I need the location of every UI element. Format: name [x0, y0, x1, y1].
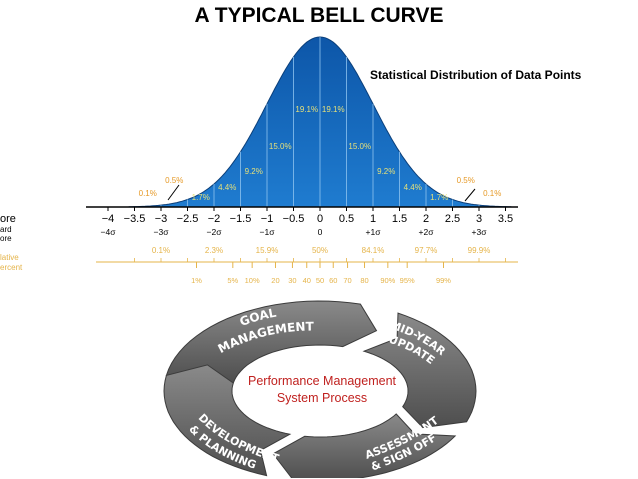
- sigma-tick-label: −1σ: [260, 227, 276, 237]
- process-center-line2: System Process: [276, 390, 368, 405]
- cumulative-percent-label: 50%: [312, 246, 328, 255]
- z-tick-label: 2.5: [445, 213, 460, 225]
- band-percent-label: 0.5%: [457, 176, 475, 185]
- percentile-label: 20: [271, 276, 279, 285]
- z-tick-label: −0.5: [283, 213, 305, 225]
- z-tick-label: −1.5: [230, 213, 252, 225]
- band-percent-label: 1.7%: [430, 193, 448, 202]
- cumulative-row-label: lative: [0, 253, 19, 262]
- z-tick-label: −2: [208, 213, 221, 225]
- band-divider-lines: [160, 37, 480, 207]
- band-percent-label: 15.0%: [269, 142, 292, 151]
- cumulative-percent-label: 0.1%: [152, 246, 170, 255]
- bell-curve-chart: 0.1% 0.5% 1.7% 4.4% 9.2% 15.0% 19.1% 19.1% 15.0%…: [0, 36, 518, 285]
- sigma-ticks: −4σ −3σ −2σ −1σ 0 +1σ +2σ +3σ: [101, 227, 488, 237]
- sigma-tick-label: 0: [318, 227, 323, 237]
- statistical-distribution-label: Statistical Distribution of Data Points: [370, 68, 582, 82]
- cycle-arrow-segment: [272, 413, 457, 478]
- percentile-label: 90%: [380, 276, 395, 285]
- z-tick-label: 3.5: [498, 213, 513, 225]
- band-percent-label: 0.1%: [483, 189, 501, 198]
- cumulative-percent-label: 15.9%: [256, 246, 279, 255]
- z-tick-label: 3: [476, 213, 482, 225]
- z-tick-label: 1: [370, 213, 376, 225]
- sigma-tick-label: −3σ: [154, 227, 170, 237]
- band-percent-label: 0.1%: [139, 189, 157, 198]
- z-tick-label: −3.5: [124, 213, 146, 225]
- z-tick-label: 0.5: [339, 213, 354, 225]
- percentile-label: 5%: [227, 276, 238, 285]
- band-percent-label: 9.2%: [245, 167, 263, 176]
- cumulative-percent-label: 97.7%: [415, 246, 438, 255]
- cycle-arrow-segment: [362, 312, 477, 429]
- z-score-ticks: −4 −3.5 −3 −2.5 −2 −1.5 −1 −0.5 0 0.5 1 1.5 2 2.5 3 3.5: [102, 207, 513, 225]
- percentile-label: 10%: [245, 276, 260, 285]
- z-tick-label: 2: [423, 213, 429, 225]
- z-tick-label: −4: [102, 213, 115, 225]
- cycle-arrow-segment: [165, 300, 378, 384]
- percentile-label: 80: [360, 276, 368, 285]
- band-percent-label: 9.2%: [377, 167, 395, 176]
- z-tick-label: −2.5: [177, 213, 199, 225]
- right-pointer-arrow: [464, 188, 476, 202]
- process-center-line1: Performance Management: [248, 374, 396, 388]
- process-center-label: Performance Management System Process: [243, 373, 401, 407]
- standard-row-label-2: ore: [0, 234, 12, 243]
- cumulative-percent-label: 99.9%: [468, 246, 491, 255]
- percentile-ticks: 1% 5% 10% 20 30 40 50 60 70 80 90% 95% 99%: [134, 258, 506, 285]
- percentile-label: 60: [329, 276, 337, 285]
- band-percent-label: 4.4%: [404, 183, 422, 192]
- percentile-label: 30: [288, 276, 296, 285]
- cumulative-percent-ticks: 0.1% 2.3% 15.9% 50% 84.1% 97.7% 99.9%: [152, 246, 490, 255]
- band-percent-label: 19.1%: [295, 105, 318, 114]
- left-pointer-arrow: [167, 184, 180, 201]
- percentile-label: 1%: [191, 276, 202, 285]
- band-percent-label: 1.7%: [192, 193, 210, 202]
- sigma-tick-label: +2σ: [419, 227, 435, 237]
- sigma-tick-label: +1σ: [366, 227, 382, 237]
- sigma-tick-label: +3σ: [472, 227, 488, 237]
- band-percent-label: 19.1%: [322, 105, 345, 114]
- z-tick-label: −3: [155, 213, 168, 225]
- bell-curve-caption-title: "Bell Curve": [144, 50, 252, 70]
- cumulative-percent-label: 84.1%: [362, 246, 385, 255]
- percentile-label: 40: [303, 276, 311, 285]
- cycle-arrow-segment: [163, 364, 292, 477]
- band-percent-label: 4.4%: [218, 183, 236, 192]
- percentile-label: 70: [343, 276, 351, 285]
- bell-curve-caption-line2: Standard Normal: [149, 68, 247, 82]
- z-tick-label: 1.5: [392, 213, 407, 225]
- percentile-label: 50: [316, 276, 324, 285]
- band-percentage-labels: 0.1% 0.5% 1.7% 4.4% 9.2% 15.0% 19.1% 19.1% 15.0%…: [139, 105, 502, 202]
- band-percent-label: 15.0%: [348, 142, 371, 151]
- sigma-tick-label: −4σ: [101, 227, 117, 237]
- page-title: A TYPICAL BELL CURVE: [194, 4, 444, 27]
- z-score-row-label: ore: [0, 213, 16, 225]
- cycle-segments: [163, 300, 477, 478]
- z-tick-label: −1: [261, 213, 274, 225]
- bell-curve-caption-line3: Distribution: [164, 80, 232, 94]
- cumulative-percent-label: 2.3%: [205, 246, 223, 255]
- bell-curve-caption: "Bell Curve" Standard Normal Distributio…: [143, 50, 253, 94]
- sigma-tick-label: −2σ: [207, 227, 223, 237]
- z-tick-label: 0: [317, 213, 323, 225]
- percent-row-label: ercent: [0, 263, 23, 272]
- percentile-label: 99%: [436, 276, 451, 285]
- band-percent-label: 0.5%: [165, 176, 183, 185]
- percentile-label: 95%: [400, 276, 415, 285]
- process-cycle-diagram: GOAL MANAGEMENT MID-YEAR UPDATE ASSESSME…: [163, 300, 477, 478]
- standard-row-label-1: ard: [0, 225, 12, 234]
